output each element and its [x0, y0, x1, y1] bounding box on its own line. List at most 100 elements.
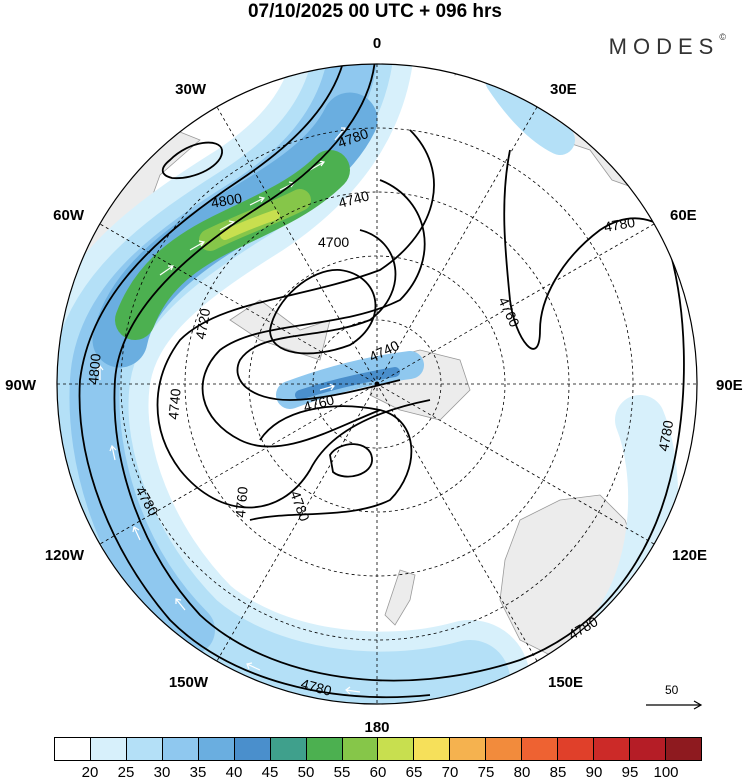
contour-label-8: 4740: [165, 388, 184, 421]
colorbar-swatch: [126, 738, 163, 760]
reference-vector: [646, 700, 703, 710]
colorbar-label: 70: [441, 764, 459, 781]
contour-label-15: 4780: [299, 675, 333, 699]
vector-a: [249, 196, 266, 206]
contour-label-4: 4700: [318, 234, 349, 250]
colorbar-label: 50: [297, 764, 315, 781]
colorbar-label: 80: [513, 764, 531, 781]
colorbar-label: 100: [653, 764, 679, 781]
copyright-mark: ©: [719, 31, 726, 42]
land-africa-north: [454, 64, 697, 202]
colorbar-label: 30: [153, 764, 171, 781]
contour-4760: [156, 129, 435, 509]
reference-vector-label: 50: [665, 683, 679, 697]
colorbar-label: 35: [189, 764, 207, 781]
vector-j: [132, 526, 141, 541]
vector-m: [345, 686, 361, 695]
colorbar-swatch: [522, 738, 559, 760]
contour-4740: [201, 179, 426, 448]
lon-label-30e: 30E: [550, 81, 577, 98]
contour-label-2: 4800: [210, 190, 244, 211]
vector-f: [309, 160, 326, 171]
contour-label-16: 4800: [85, 353, 104, 386]
contour-4700: [269, 269, 377, 355]
height-contours: [78, 64, 691, 698]
vector-i: [109, 444, 117, 461]
map-disc: [57, 64, 697, 704]
vector-d: [159, 265, 174, 276]
colorbar-swatch: [342, 738, 379, 760]
colorbar-swatch: [378, 738, 415, 760]
colorbar-label: 25: [117, 764, 135, 781]
contour-label-12: 4780: [603, 214, 637, 235]
colorbar-swatch: [270, 738, 307, 760]
land-antarctic-peninsula: [229, 299, 331, 361]
colorbar-label: 45: [261, 764, 279, 781]
jet-branch-inner-core: [295, 367, 400, 400]
contour-4720: [236, 229, 401, 401]
lon-label-120e: 120E: [672, 547, 707, 564]
colorbar-swatch: [558, 738, 595, 760]
colorbar-label: 20: [81, 764, 99, 781]
colorbar-swatch: [162, 738, 199, 760]
contour-label-7: 4760: [302, 391, 336, 415]
contour-4780-northwest: [161, 141, 223, 179]
contour-label-13: 4780: [655, 419, 676, 453]
vector-c: [189, 240, 206, 251]
lon-label-120w: 120W: [45, 547, 85, 564]
lon-label-60e: 60E: [670, 207, 697, 224]
contour-label-3: 4740: [337, 187, 371, 211]
lon-label-90w: 90W: [5, 377, 37, 394]
colorbar-label: 55: [333, 764, 351, 781]
lon-label-180: 180: [364, 719, 389, 736]
land-new-zealand: [384, 569, 416, 626]
lon-label-30w: 30W: [175, 81, 207, 98]
contour-4780-east: [503, 149, 691, 350]
map-boundary: [56, 63, 698, 705]
colorbar-swatch: [234, 738, 271, 760]
vector-l: [246, 662, 261, 671]
contour-label-5: 4720: [192, 307, 213, 341]
modes-logo: MODES©: [608, 31, 726, 60]
colorbar-label: 75: [477, 764, 495, 781]
logo-text: MODES: [608, 34, 720, 59]
colorbar-swatch: [486, 738, 523, 760]
vector-n: [319, 383, 335, 391]
contour-label-10: 4780: [287, 489, 313, 524]
contour-4800-west: [78, 64, 431, 698]
colorbar-label: 95: [621, 764, 639, 781]
colorbar: [54, 737, 702, 761]
reference-vector-head: [693, 700, 703, 710]
colorbar-labels: 20 25 30 35 40 45 50 55 60 65 70 75 80 85 90 95 100: [54, 764, 702, 782]
lon-label-60w: 60W: [53, 207, 85, 224]
longitude-labels: 0 30E 60E 90E 120E 150E 180 150W 120W 90…: [5, 35, 743, 736]
jet-band-65: [220, 210, 280, 240]
contour-4760-south: [249, 405, 413, 521]
contour-label-11: 4760: [495, 295, 523, 330]
colorbar-swatch: [55, 738, 91, 760]
contour-4740-closed: [329, 443, 373, 478]
colorbar-swatch: [594, 738, 630, 760]
colorbar-swatch: [450, 738, 487, 760]
colorbar-label: 85: [549, 764, 567, 781]
colorbar-label: 65: [405, 764, 423, 781]
lon-label-150w: 150W: [169, 674, 209, 691]
vector-h: [96, 365, 104, 380]
map-title: 07/10/2025 00 UTC + 096 hrs: [247, 1, 503, 22]
colorbar-label: 90: [585, 764, 603, 781]
colorbar-label: 40: [225, 764, 243, 781]
vector-k: [175, 598, 186, 611]
colorbar-swatch: [90, 738, 127, 760]
colorbar-swatch: [306, 738, 343, 760]
pole-marker: [374, 381, 380, 387]
lon-label-90e: 90E: [716, 377, 743, 394]
contour-label-9: 4760: [232, 486, 251, 519]
colorbar-label: 60: [369, 764, 387, 781]
colorbar-swatch: [630, 738, 666, 760]
colorbar-swatch: [665, 738, 701, 760]
colorbar-swatch: [414, 738, 451, 760]
contour-4780-west: [113, 64, 685, 682]
colorbar-swatch: [198, 738, 235, 760]
lon-label-150e: 150E: [548, 674, 583, 691]
polar-map: 4780 4800 4740 4700 4720 4740 4760 4740 …: [5, 35, 743, 736]
